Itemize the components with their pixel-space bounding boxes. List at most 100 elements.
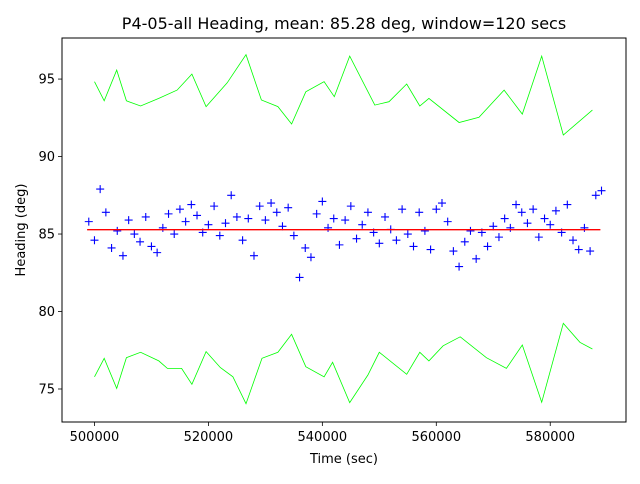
scatter-point [494,233,503,242]
scatter-point [489,222,498,231]
scatter-point [591,191,600,200]
scatter-point [403,230,412,239]
scatter-point [249,251,258,260]
heading-scatter [84,185,606,282]
y-axis-label: Heading (deg) [14,184,29,277]
scatter-point [352,234,361,243]
scatter-point [289,231,298,240]
scatter-point [500,214,509,223]
scatter-point [118,251,127,260]
scatter-point [312,209,321,218]
scatter-point [187,200,196,209]
scatter-point [540,214,549,223]
scatter-point [586,247,595,256]
scatter-point [267,199,276,208]
scatter-point [324,223,333,232]
scatter-point [210,202,219,211]
scatter-point [426,245,435,254]
x-tick-label: 540000 [298,430,348,445]
scatter-point [512,200,521,209]
scatter-point [261,216,270,225]
scatter-point [244,214,253,223]
scatter-point [460,237,469,246]
scatter-point [113,226,122,235]
scatter-point [375,239,384,248]
scatter-point [164,209,173,218]
scatter-point [466,226,475,235]
x-tick-label: 500000 [70,430,120,445]
scatter-point [301,243,310,252]
y-tick-label: 75 [38,382,55,397]
scatter-point [580,223,589,232]
scatter-point [341,216,350,225]
scatter-point [232,212,241,221]
x-axis-label: Time (sec) [309,452,378,467]
scatter-point [472,254,481,263]
scatter-point [238,236,247,245]
scatter-point [443,217,452,226]
scatter-point [272,208,281,217]
scatter-point [398,205,407,214]
scatter-point [534,233,543,242]
scatter-point [432,205,441,214]
scatter-point [517,208,526,217]
scatter-point [227,191,236,200]
scatter-point [392,236,401,245]
scatter-point [449,247,458,256]
x-axis: 500000 520000 540000 560000 580000 [70,422,575,445]
scatter-point [124,216,133,225]
scatter-point [295,273,304,282]
scatter-point [483,242,492,251]
y-axis: 75 80 85 90 95 [38,73,62,397]
scatter-point [523,219,532,228]
scatter-point [415,208,424,217]
scatter-point [381,212,390,221]
scatter-point [358,220,367,229]
scatter-point [597,186,606,195]
scatter-point [130,230,139,239]
scatter-point [455,262,464,271]
scatter-point [153,248,162,257]
scatter-point [335,240,344,249]
scatter-point [181,217,190,226]
scatter-point [215,231,224,240]
scatter-point [255,202,264,211]
scatter-point [221,219,230,228]
chart-title: P4-05-all Heading, mean: 85.28 deg, wind… [122,14,566,33]
scatter-point [437,199,446,208]
axes-frame [61,37,627,423]
scatter-point [420,226,429,235]
scatter-point [136,237,145,246]
y-tick-label: 80 [38,305,55,320]
scatter-point [529,205,538,214]
scatter-point [284,203,293,212]
scatter-point [569,236,578,245]
upper-envelope-line [94,53,593,136]
x-tick-label: 580000 [525,430,575,445]
scatter-point [96,185,105,194]
scatter-point [170,230,179,239]
scatter-point [318,197,327,206]
x-tick-label: 520000 [184,430,234,445]
scatter-point [101,208,110,217]
x-tick-label: 560000 [411,430,461,445]
scatter-point [551,206,560,215]
scatter-point [278,222,287,231]
scatter-point [90,236,99,245]
scatter-point [329,214,338,223]
lower-envelope-line [94,322,593,405]
scatter-point [204,220,213,229]
scatter-point [306,253,315,262]
scatter-point [346,202,355,211]
scatter-point [563,200,572,209]
y-tick-label: 85 [38,228,55,243]
scatter-point [574,245,583,254]
scatter-point [84,217,93,226]
plot-area [84,53,606,405]
scatter-point [175,205,184,214]
scatter-point [147,242,156,251]
y-tick-label: 95 [38,73,55,88]
scatter-point [141,212,150,221]
scatter-point [193,211,202,220]
